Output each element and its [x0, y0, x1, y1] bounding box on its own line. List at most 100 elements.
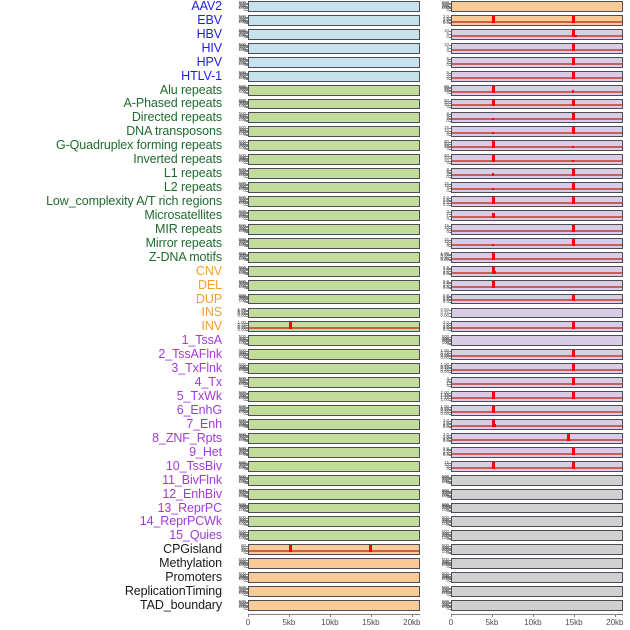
y-tick-label: 100 [238, 61, 246, 66]
y-tick-label: 200 [238, 101, 246, 107]
y-tick-mark [449, 565, 451, 567]
data-spike [492, 173, 495, 177]
y-tick-label: 5 [446, 31, 449, 37]
y-tick-label: 10 [444, 28, 449, 33]
y-tick-mark [246, 161, 248, 163]
y-tick-label: 0 [446, 118, 449, 123]
y-tick-mark [449, 518, 451, 520]
y-tick-mark [449, 371, 451, 373]
y-tick-label: 3 [446, 377, 449, 383]
y-tick-mark [246, 170, 248, 172]
y-tick-label: 200 [238, 449, 246, 455]
track-label-3-txflnk: 3_TxFlnk [171, 361, 222, 376]
y-tick-mark [246, 532, 248, 534]
y-tick-label: 500 [238, 376, 246, 382]
y-axis: 500 400 300 200 100 0 [224, 84, 248, 96]
y-tick-mark [449, 48, 451, 50]
y-tick-label: 0.5 [442, 18, 449, 24]
y-tick-mark [449, 147, 451, 149]
track-plot-area [248, 363, 420, 375]
y-tick-mark [449, 63, 451, 65]
track-label-dup: DUP [195, 291, 222, 306]
track-baseline [452, 466, 622, 469]
y-tick-label: 1.0 [442, 435, 449, 441]
y-tick-mark [449, 550, 451, 552]
y-tick-mark [449, 413, 451, 415]
y-tick-label: 100 [238, 353, 246, 359]
y-tick-mark [246, 326, 248, 328]
y-tick-label: 0 [243, 201, 246, 207]
y-tick-label: 500 [238, 153, 246, 159]
y-tick-mark [449, 190, 451, 192]
y-tick-mark [246, 302, 248, 304]
y-axis: 500 400 300 200 100 0 [224, 418, 248, 430]
y-tick-mark [246, 589, 248, 591]
y-tick-mark [246, 147, 248, 149]
y-tick-mark [449, 593, 451, 595]
y-tick-mark [449, 477, 451, 479]
y-tick-label: 1.0 [442, 323, 449, 329]
track-plot-area [451, 154, 623, 166]
y-tick-label: 0 [243, 187, 246, 193]
y-tick-label: 0 [243, 229, 246, 235]
track-plot-area [248, 516, 420, 528]
y-tick-label: 400 [238, 71, 246, 76]
y-axis: 500 400 300 200 100 0 [224, 195, 248, 207]
y-axis: 500 400 300 200 100 0 [224, 488, 248, 500]
data-spike [571, 350, 575, 358]
y-tick-label: 500 [238, 348, 246, 354]
y-tick-mark [449, 107, 451, 109]
y-tick-label: 0.5 [442, 297, 449, 303]
track-label-del: DEL [197, 277, 222, 292]
y-axis: 10 5 0 [427, 42, 451, 54]
track-plot-area [451, 530, 623, 542]
data-spike [571, 127, 575, 135]
x-tick-mark [370, 614, 372, 617]
y-tick-label: 80 [444, 83, 449, 89]
track-plot-area [248, 474, 420, 486]
y-tick-mark [246, 507, 248, 509]
y-tick-label: 0.25 [237, 311, 246, 317]
track-plot-area [451, 391, 623, 402]
y-axis: 500 400 300 200 100 0 [224, 126, 248, 137]
y-tick-mark [246, 522, 248, 524]
track-label-cpgisland: CPGisland [163, 542, 222, 557]
y-tick-label: 500 [238, 529, 246, 535]
y-tick-label: 500 [238, 250, 246, 256]
y-tick-mark [246, 23, 248, 25]
y-tick-mark [449, 309, 451, 311]
y-tick-label: 4 [446, 170, 449, 176]
y-tick-mark [246, 232, 248, 234]
y-axis: 0.50 0.25 0.00 [427, 307, 451, 319]
y-tick-mark [246, 338, 248, 340]
y-tick-mark [449, 156, 451, 158]
y-tick-label: 500 [238, 432, 246, 437]
y-tick-mark [246, 465, 248, 467]
y-tick-mark [449, 560, 451, 562]
y-axis: 500 400 300 200 100 0 [224, 98, 248, 110]
y-tick-mark [246, 493, 248, 495]
y-tick-mark [246, 384, 248, 386]
y-tick-label: 0.50 [237, 309, 246, 315]
track-row: 500 400 300 200 100 0 [224, 14, 420, 26]
y-tick-label: 0.00 [440, 313, 449, 318]
track-plot-area [248, 321, 420, 333]
data-spike [492, 243, 495, 246]
y-tick-mark [449, 89, 451, 91]
data-spike [492, 85, 496, 93]
track-row: 1.00 0.75 0.50 0.25 0.00 [427, 362, 623, 375]
y-tick-label: 200 [238, 240, 246, 246]
track-plot-area [248, 223, 420, 235]
y-tick-label: 100 [238, 242, 246, 247]
track-row: 2.0 1.5 1.0 0.5 0.0 [427, 279, 623, 291]
y-tick-label: 0 [243, 522, 246, 527]
y-tick-mark [246, 239, 248, 241]
y-tick-mark [449, 176, 451, 178]
track-row: 15 10 5 0 [427, 125, 623, 138]
y-tick-label: 200 [238, 477, 246, 483]
y-tick-label: 400 [238, 294, 246, 299]
y-tick-mark [246, 546, 248, 548]
y-tick-label: 15 [444, 125, 449, 131]
y-tick-mark [246, 242, 248, 244]
